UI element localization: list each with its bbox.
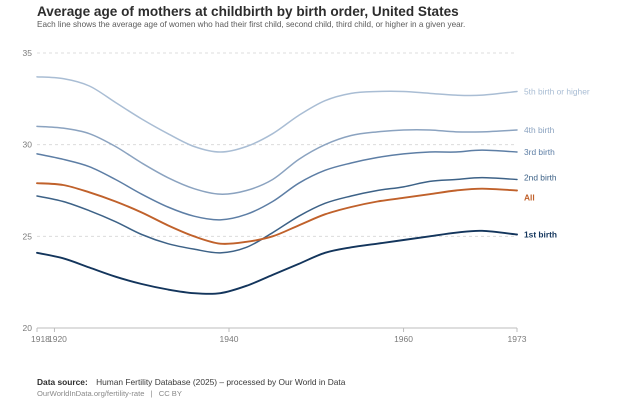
chart-title: Average age of mothers at childbirth by … bbox=[37, 4, 459, 19]
series-label-5th-birth-or-higher: 5th birth or higher bbox=[524, 87, 590, 97]
series-line-all bbox=[36, 182, 518, 245]
y-tick-label-35: 35 bbox=[23, 48, 33, 58]
footer-url[interactable]: OurWorldInData.org/fertility-rate bbox=[37, 389, 145, 398]
series-label-4th-birth: 4th birth bbox=[524, 125, 555, 135]
x-tick-label-1940: 1940 bbox=[220, 334, 239, 344]
data-source: Data source: Human Fertility Database (2… bbox=[37, 377, 345, 387]
data-source-text: Human Fertility Database (2025) – proces… bbox=[96, 377, 346, 387]
series-label-all: All bbox=[524, 193, 535, 203]
y-tick-label-30: 30 bbox=[23, 140, 33, 150]
data-source-label: Data source: bbox=[37, 377, 88, 387]
y-tick-label-25: 25 bbox=[23, 231, 33, 241]
x-tick-label-1918: 1918 bbox=[31, 334, 50, 344]
series-line-4th-birth bbox=[36, 125, 518, 195]
x-tick-label-1920: 1920 bbox=[48, 334, 67, 344]
series-line-5th-birth-or-higher bbox=[36, 76, 518, 153]
series-label-2nd-birth: 2nd birth bbox=[524, 173, 557, 183]
footer-credits: OurWorldInData.org/fertility-rate | CC B… bbox=[37, 389, 182, 398]
y-tick-label-20: 20 bbox=[23, 323, 33, 333]
x-tick-label-1960: 1960 bbox=[394, 334, 413, 344]
series-line-3rd-birth bbox=[36, 149, 518, 221]
series-line-2nd-birth bbox=[36, 176, 518, 254]
chart-subtitle: Each line shows the average age of women… bbox=[37, 20, 466, 29]
series-line-1st-birth bbox=[36, 229, 518, 295]
footer-separator: | bbox=[150, 389, 153, 398]
footer-license: CC BY bbox=[158, 389, 182, 398]
series-label-3rd-birth: 3rd birth bbox=[524, 147, 555, 157]
series-label-1st-birth: 1st birth bbox=[524, 230, 557, 240]
x-tick-label-1973: 1973 bbox=[508, 334, 527, 344]
